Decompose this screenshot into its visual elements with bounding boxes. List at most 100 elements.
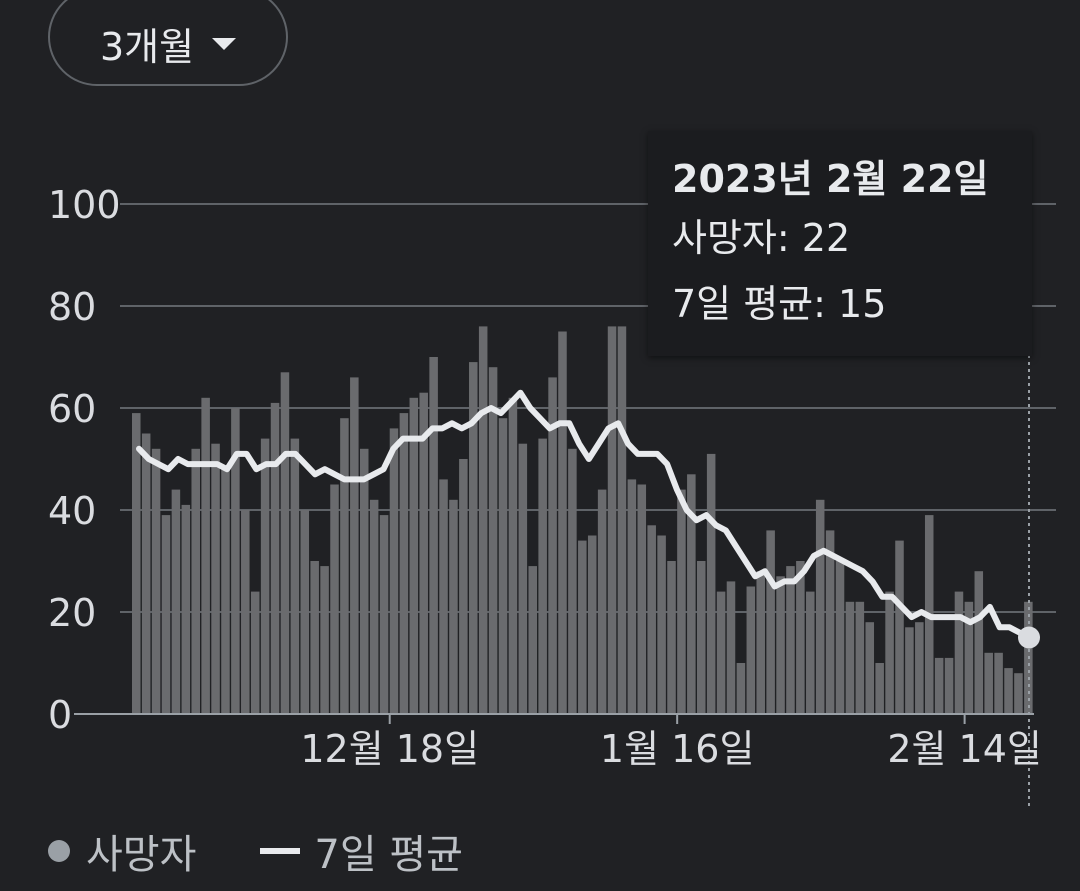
bar	[815, 499, 825, 714]
bar	[607, 326, 617, 714]
hover-point	[1018, 626, 1040, 649]
tooltip-average: 7일 평균: 15	[672, 282, 887, 326]
bar	[429, 357, 438, 714]
chart-axes: 0 20 40 60 80 100 12월 18일 1월 16일 2월 14일	[48, 183, 1042, 771]
bar	[399, 413, 409, 714]
bar	[1004, 668, 1013, 714]
bar	[974, 571, 984, 714]
bar	[449, 499, 458, 714]
bar	[806, 591, 815, 714]
bar	[478, 326, 488, 714]
bar	[171, 489, 181, 714]
bar	[667, 561, 676, 714]
bar	[359, 448, 369, 714]
bar	[984, 652, 993, 714]
bar	[310, 561, 319, 714]
bar	[241, 510, 250, 714]
bar	[538, 438, 547, 714]
bar	[587, 535, 597, 714]
bar	[300, 510, 310, 714]
legend-average-label: 7일 평균	[314, 832, 463, 878]
bar	[498, 418, 508, 714]
bar	[488, 367, 498, 714]
bar	[895, 540, 904, 714]
tooltip-deaths: 사망자: 22	[672, 216, 851, 260]
bar	[439, 479, 448, 714]
bar	[221, 469, 230, 714]
bar	[786, 566, 795, 714]
bar	[469, 362, 478, 714]
bar	[548, 377, 557, 714]
bar	[627, 479, 637, 714]
bar	[280, 372, 290, 714]
tooltip-average-label: 7일 평균	[672, 282, 814, 326]
bar	[379, 515, 389, 714]
bar	[141, 433, 151, 714]
bar	[558, 331, 567, 714]
bar	[211, 443, 220, 714]
bar	[746, 586, 756, 714]
chart-legend: 사망자 7일 평균	[48, 822, 463, 880]
bar	[151, 448, 161, 714]
bar	[518, 443, 528, 714]
bar	[290, 438, 300, 714]
y-tick-label: 40	[48, 489, 96, 533]
bar	[578, 540, 587, 714]
bar	[657, 535, 666, 714]
bar	[855, 601, 865, 714]
bar	[994, 652, 1003, 714]
bar	[161, 515, 171, 714]
bar	[1014, 673, 1023, 714]
bar	[617, 326, 627, 714]
tooltip-deaths-value: 22	[801, 216, 851, 260]
bar	[330, 484, 339, 714]
bar	[825, 530, 835, 714]
bar	[320, 566, 329, 714]
y-tick-label: 100	[48, 183, 121, 227]
bar	[270, 402, 280, 714]
bar	[726, 581, 736, 714]
bar	[647, 525, 656, 714]
bar	[132, 413, 141, 714]
bar	[369, 499, 379, 714]
bar	[597, 489, 607, 714]
bar	[835, 561, 845, 714]
bar	[181, 504, 191, 714]
legend-deaths-label: 사망자	[86, 832, 197, 878]
legend-average-marker	[260, 848, 301, 854]
bar	[716, 591, 726, 714]
bar	[409, 397, 419, 714]
bar	[389, 428, 399, 714]
bar	[736, 663, 746, 714]
bar	[677, 489, 686, 714]
bar	[915, 622, 924, 714]
bar	[796, 561, 805, 714]
bar	[756, 571, 765, 714]
tooltip-date: 2023년 2월 22일	[672, 157, 989, 201]
bar	[696, 561, 706, 714]
bar	[885, 591, 894, 714]
bar	[459, 459, 468, 714]
bar	[637, 484, 647, 714]
bar	[260, 438, 270, 714]
tooltip-deaths-label: 사망자	[672, 216, 777, 260]
bar	[340, 418, 349, 714]
y-tick-label: 20	[48, 591, 96, 635]
bar	[766, 530, 775, 714]
bar	[964, 601, 974, 714]
bar	[944, 657, 954, 714]
x-tick-label: 2월 14일	[887, 727, 1042, 771]
chart-tooltip: 2023년 2월 22일 사망자: 22 7일 평균: 15	[648, 131, 1032, 356]
bar	[191, 448, 200, 714]
bar	[954, 591, 964, 714]
range-select-label: 3개월	[99, 24, 195, 69]
y-tick-label: 60	[48, 387, 96, 431]
x-tick-label: 1월 16일	[600, 727, 755, 771]
bar	[508, 397, 518, 714]
bar	[905, 627, 914, 714]
legend-deaths-marker	[48, 840, 70, 862]
y-tick-label: 0	[48, 693, 72, 737]
range-select[interactable]: 3개월	[48, 0, 288, 86]
bar	[865, 622, 875, 714]
